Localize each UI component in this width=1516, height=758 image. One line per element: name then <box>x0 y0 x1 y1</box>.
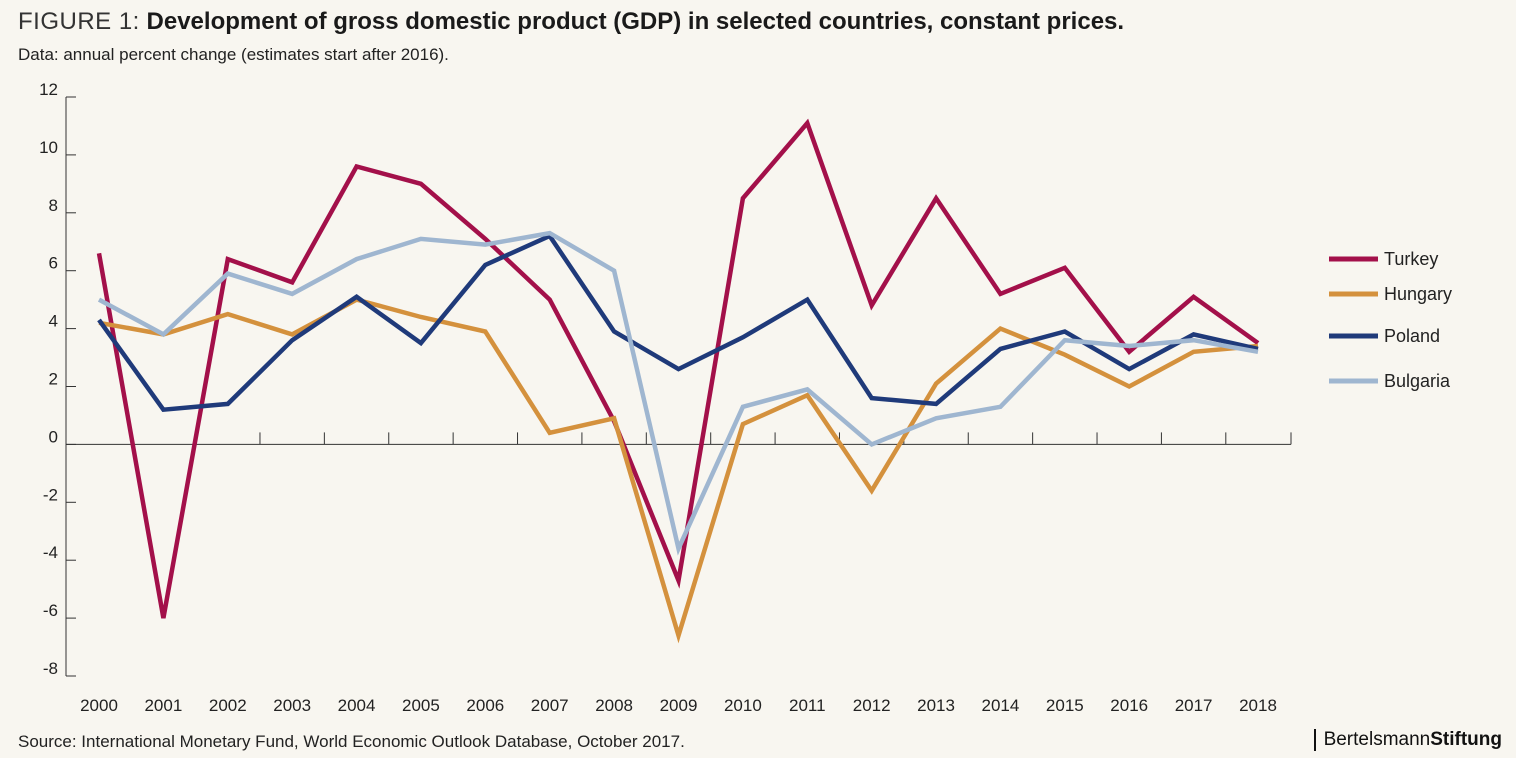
x-tick-label: 2014 <box>982 696 1020 715</box>
chart-subtitle: Data: annual percent change (estimates s… <box>18 45 449 64</box>
legend-label-hungary: Hungary <box>1384 284 1452 304</box>
legend-label-poland: Poland <box>1384 326 1440 346</box>
x-tick-label: 2012 <box>853 696 891 715</box>
x-tick-label: 2016 <box>1110 696 1148 715</box>
series-line-turkey <box>96 118 1260 619</box>
x-tick-label: 2015 <box>1046 696 1084 715</box>
y-tick-label: 8 <box>49 196 58 215</box>
title-text: Development of gross domestic product (G… <box>146 8 1125 35</box>
y-tick-label: 4 <box>49 312 58 331</box>
x-tick-label: 2002 <box>209 696 247 715</box>
x-tick-label: 2004 <box>338 696 376 715</box>
y-tick-label: 12 <box>39 80 58 99</box>
y-tick-label: -4 <box>43 543 58 562</box>
y-tick-label: -2 <box>43 485 58 504</box>
x-tick-label: 2000 <box>80 696 118 715</box>
y-tick-label: 0 <box>49 427 58 446</box>
figure-label: FIGURE 1: <box>18 8 140 35</box>
series-line-poland <box>97 233 1259 413</box>
legend-label-turkey: Turkey <box>1384 249 1438 269</box>
x-tick-label: 2017 <box>1175 696 1213 715</box>
x-tick-label: 2008 <box>595 696 633 715</box>
series-line-bulgaria <box>97 230 1259 556</box>
y-tick-label: 10 <box>39 138 58 157</box>
x-tick-label: 2001 <box>144 696 182 715</box>
x-tick-label: 2009 <box>660 696 698 715</box>
source-note: Source: International Monetary Fund, Wor… <box>18 732 685 751</box>
y-tick-label: -8 <box>43 659 58 678</box>
brand-logo: BertelsmannStiftung <box>1313 729 1502 751</box>
y-tick-label: 6 <box>49 254 58 273</box>
x-tick-label: 2005 <box>402 696 440 715</box>
series-line-hungary <box>98 297 1259 644</box>
y-tick-label: 2 <box>49 370 58 389</box>
x-tick-label: 2013 <box>917 696 955 715</box>
x-tick-label: 2007 <box>531 696 569 715</box>
y-tick-label: -6 <box>43 601 58 620</box>
brand-prefix: Bertelsmann <box>1323 729 1431 750</box>
brand-suffix: Stiftung <box>1430 729 1502 750</box>
x-tick-label: 2011 <box>789 696 826 715</box>
x-tick-label: 2003 <box>273 696 311 715</box>
x-tick-label: 2006 <box>466 696 504 715</box>
legend-label-bulgaria: Bulgaria <box>1384 371 1451 391</box>
x-tick-label: 2010 <box>724 696 762 715</box>
chart-title: FIGURE 1: Development of gross domestic … <box>18 8 1124 36</box>
x-tick-label: 2018 <box>1239 696 1277 715</box>
